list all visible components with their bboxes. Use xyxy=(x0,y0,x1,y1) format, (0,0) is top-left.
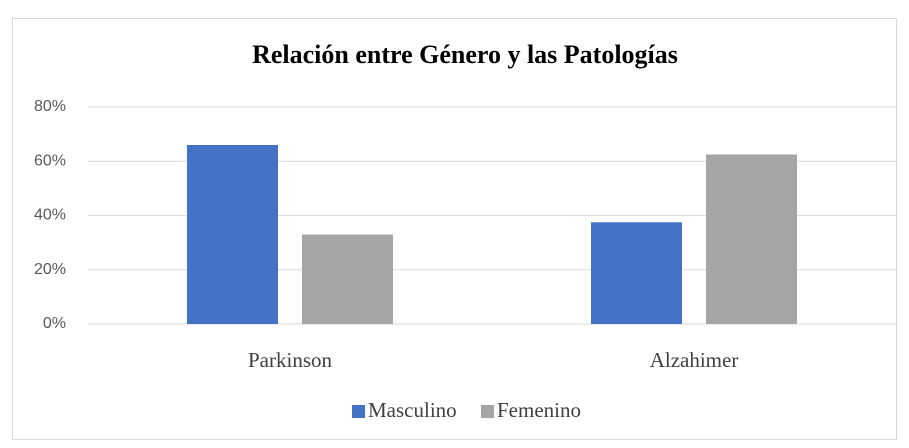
x-tick-label: Parkinson xyxy=(248,348,333,372)
y-tick-label: 20% xyxy=(34,261,66,278)
y-tick-label: 40% xyxy=(34,207,66,224)
bar xyxy=(302,234,393,324)
y-tick-label: 80% xyxy=(34,98,66,115)
chart-title: Relación entre Género y las Patologías xyxy=(252,40,678,69)
y-tick-label: 0% xyxy=(43,315,66,332)
bar xyxy=(591,222,682,324)
legend-swatch xyxy=(352,405,365,418)
legend-label: Femenino xyxy=(497,398,581,422)
bar xyxy=(706,154,797,324)
y-tick-label: 60% xyxy=(34,152,66,169)
legend-swatch xyxy=(481,405,494,418)
bar xyxy=(187,144,278,324)
legend-label: Masculino xyxy=(368,398,457,422)
x-tick-label: Alzahimer xyxy=(650,348,739,372)
